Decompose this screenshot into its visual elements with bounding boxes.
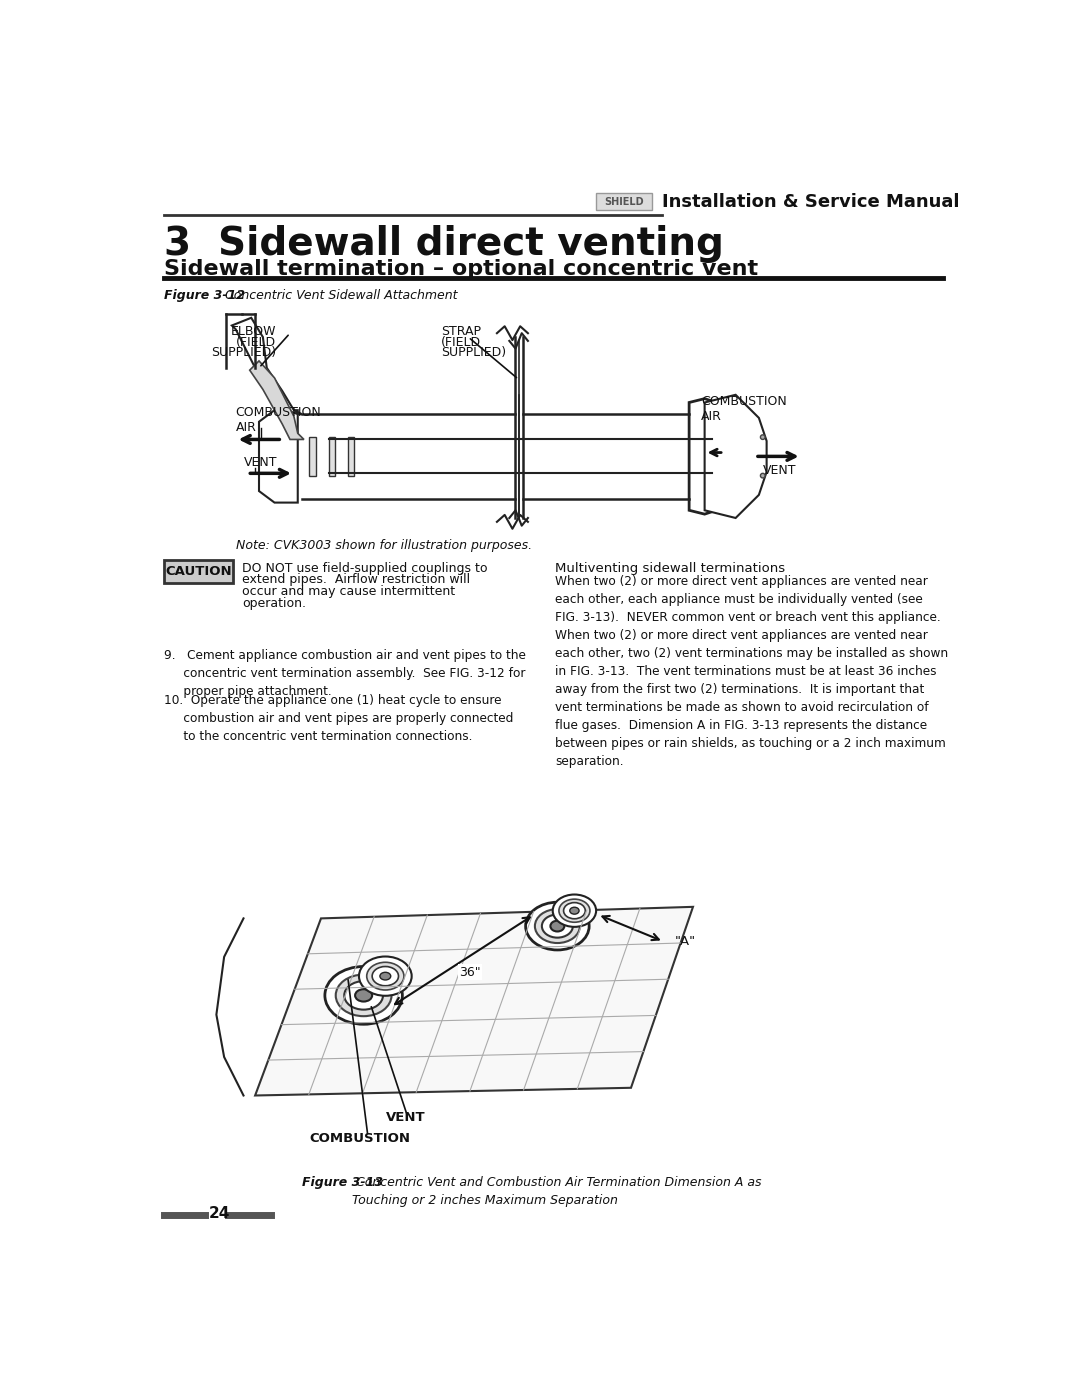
Ellipse shape xyxy=(345,981,383,1010)
Polygon shape xyxy=(704,395,767,518)
Text: (FIELD: (FIELD xyxy=(441,335,482,348)
Text: COMBUSTION
AIR: COMBUSTION AIR xyxy=(701,395,786,423)
Bar xyxy=(328,437,335,475)
Ellipse shape xyxy=(535,909,580,943)
Text: (FIELD: (FIELD xyxy=(235,335,276,348)
Text: DO NOT use field-supplied couplings to: DO NOT use field-supplied couplings to xyxy=(242,562,487,576)
Text: VENT: VENT xyxy=(387,1111,427,1125)
Text: 36": 36" xyxy=(459,965,481,979)
Polygon shape xyxy=(255,907,693,1095)
Ellipse shape xyxy=(336,975,392,1016)
Ellipse shape xyxy=(570,907,579,914)
Text: ELBOW: ELBOW xyxy=(230,326,276,338)
Text: COMBUSTION
AIR: COMBUSTION AIR xyxy=(235,407,322,434)
Text: Note: CVK3003 shown for illustration purposes.: Note: CVK3003 shown for illustration pur… xyxy=(235,539,531,552)
Text: VENT: VENT xyxy=(243,457,276,469)
Text: 10.  Operate the appliance one (1) heat cycle to ensure
     combustion air and : 10. Operate the appliance one (1) heat c… xyxy=(164,693,514,743)
Ellipse shape xyxy=(373,967,399,986)
Text: Concentric Vent Sidewall Attachment: Concentric Vent Sidewall Attachment xyxy=(221,289,458,302)
Text: STRAP: STRAP xyxy=(441,326,481,338)
Ellipse shape xyxy=(359,957,411,996)
Text: Figure 3-12: Figure 3-12 xyxy=(164,289,245,302)
Polygon shape xyxy=(249,360,303,440)
Bar xyxy=(164,560,232,583)
Ellipse shape xyxy=(325,967,403,1024)
Ellipse shape xyxy=(760,474,765,478)
Polygon shape xyxy=(232,317,301,414)
Ellipse shape xyxy=(542,915,572,937)
Ellipse shape xyxy=(726,451,733,462)
Text: "A": "A" xyxy=(675,935,697,949)
Text: SUPPLIED): SUPPLIED) xyxy=(211,345,276,359)
Ellipse shape xyxy=(760,434,765,440)
Text: Installation & Service Manual: Installation & Service Manual xyxy=(662,193,959,211)
Text: When two (2) or more direct vent appliances are vented near
each other, each app: When two (2) or more direct vent applian… xyxy=(555,576,948,768)
Text: Concentric Vent and Combustion Air Termination Dimension A as
Touching or 2 inch: Concentric Vent and Combustion Air Termi… xyxy=(352,1176,761,1207)
Text: occur and may cause intermittent: occur and may cause intermittent xyxy=(242,585,455,598)
Text: 3  Sidewall direct venting: 3 Sidewall direct venting xyxy=(164,225,725,264)
Ellipse shape xyxy=(564,902,585,919)
Text: extend pipes.  Airflow restriction will: extend pipes. Airflow restriction will xyxy=(242,573,470,587)
Bar xyxy=(309,437,315,475)
Ellipse shape xyxy=(553,894,596,926)
Text: VENT: VENT xyxy=(762,464,796,478)
Text: Figure 3-13: Figure 3-13 xyxy=(301,1176,382,1189)
Ellipse shape xyxy=(367,963,404,990)
Text: SHIELD: SHIELD xyxy=(604,197,644,207)
Polygon shape xyxy=(259,411,298,503)
Text: 24: 24 xyxy=(208,1206,230,1221)
Bar xyxy=(596,193,652,210)
Ellipse shape xyxy=(526,902,590,950)
Ellipse shape xyxy=(355,989,373,1002)
Text: Multiventing sidewall terminations: Multiventing sidewall terminations xyxy=(555,562,785,576)
Ellipse shape xyxy=(380,972,391,979)
Polygon shape xyxy=(689,398,740,514)
Text: 9.   Cement appliance combustion air and vent pipes to the
     concentric vent : 9. Cement appliance combustion air and v… xyxy=(164,648,526,698)
Text: COMBUSTION: COMBUSTION xyxy=(309,1132,410,1144)
Text: CAUTION: CAUTION xyxy=(165,564,232,577)
Text: Sidewall termination – optional concentric vent: Sidewall termination – optional concentr… xyxy=(164,258,758,278)
Bar xyxy=(348,437,354,475)
Polygon shape xyxy=(713,430,734,482)
Ellipse shape xyxy=(551,921,565,932)
Ellipse shape xyxy=(559,900,590,922)
Text: SUPPLIED): SUPPLIED) xyxy=(441,345,507,359)
Text: operation.: operation. xyxy=(242,597,306,609)
